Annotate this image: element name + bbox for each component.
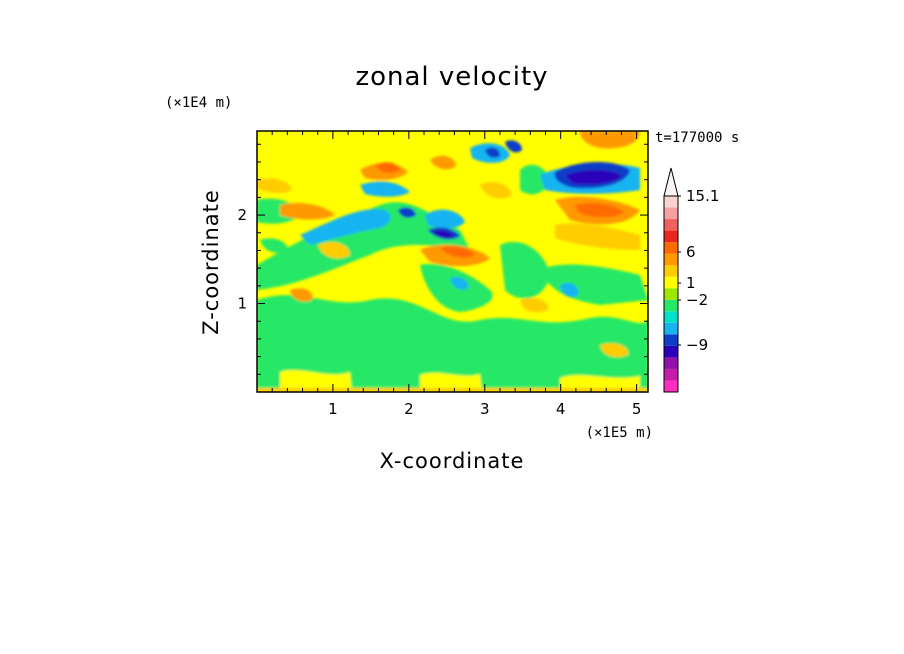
contour-field [257,131,648,392]
plot-area: 1 2 3 4 5 1 2 [237,130,649,418]
x-tick-label: 2 [404,400,414,418]
colorbar-band [664,253,678,266]
colorbar-band [664,345,678,358]
chart-title: zonal velocity [355,62,548,92]
colorbar-band [664,368,678,381]
colorbar-band [664,219,678,231]
time-label: t=177000 s [655,130,739,146]
x-tick-label: 3 [480,400,490,418]
x-tick-label: 1 [328,400,338,418]
colorbar-band [664,322,678,335]
colorbar-band [664,207,678,220]
colorbar-band [664,276,678,289]
x-tick-label: 5 [632,400,642,418]
colorbar-band [664,380,678,392]
colorbar-band [664,242,678,254]
colorbar-tick-label: −2 [686,291,708,309]
colorbar-band [664,288,678,300]
colorbar-band [664,311,678,323]
y-tick-label: 2 [237,206,247,224]
colorbar-band [664,265,678,277]
colorbar-band [664,357,678,369]
x-scale-note: (×1E5 m) [586,425,653,441]
y-scale-note: (×1E4 m) [165,95,232,111]
colorbar-band [664,299,678,312]
x-tick-label: 4 [556,400,566,418]
x-axis-title: X-coordinate [380,449,525,473]
plot-frame [256,130,649,393]
colorbar-tick-label: 6 [686,243,696,261]
y-axis-title: Z-coordinate [199,189,223,335]
colorbar-band [664,196,678,208]
colorbar-band [664,334,678,346]
colorbar-tick-label: −9 [686,336,708,354]
colorbar-tick-label: 1 [686,274,696,292]
colorbar-frame [663,195,679,393]
colorbar-extension-arrow [663,167,679,197]
y-tick-label: 1 [237,295,247,313]
colorbar: 15.1 6 1−2 −9 [663,167,719,393]
colorbar-tick-label: 15.1 [686,187,719,205]
colorbar-band [664,230,678,243]
axis-ticks: 1 2 3 4 5 1 2 [237,131,648,418]
